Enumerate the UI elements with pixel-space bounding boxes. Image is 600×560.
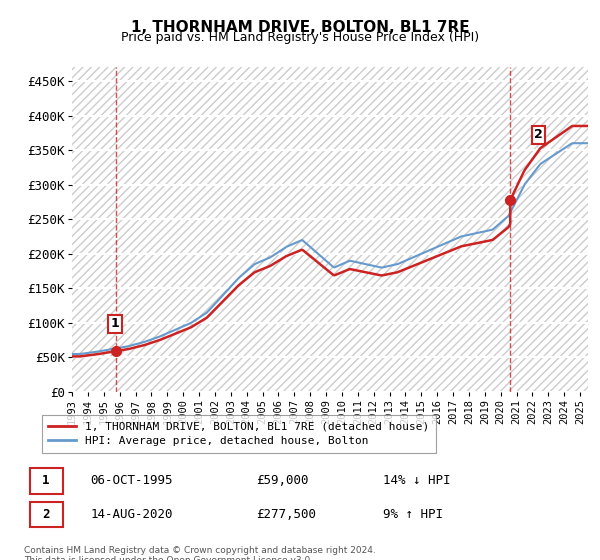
Text: 06-OCT-1995: 06-OCT-1995	[90, 474, 173, 487]
Text: 14-AUG-2020: 14-AUG-2020	[90, 508, 173, 521]
Text: 1: 1	[111, 317, 119, 330]
Text: £59,000: £59,000	[256, 474, 308, 487]
Text: 2: 2	[43, 508, 50, 521]
FancyBboxPatch shape	[29, 468, 62, 494]
Text: 2: 2	[534, 128, 543, 141]
Text: 14% ↓ HPI: 14% ↓ HPI	[383, 474, 450, 487]
Text: £277,500: £277,500	[256, 508, 316, 521]
Text: Contains HM Land Registry data © Crown copyright and database right 2024.
This d: Contains HM Land Registry data © Crown c…	[24, 546, 376, 560]
Text: Price paid vs. HM Land Registry's House Price Index (HPI): Price paid vs. HM Land Registry's House …	[121, 31, 479, 44]
Text: 9% ↑ HPI: 9% ↑ HPI	[383, 508, 443, 521]
FancyBboxPatch shape	[29, 502, 62, 528]
Legend: 1, THORNHAM DRIVE, BOLTON, BL1 7RE (detached house), HPI: Average price, detache: 1, THORNHAM DRIVE, BOLTON, BL1 7RE (deta…	[41, 415, 436, 453]
Text: 1: 1	[43, 474, 50, 487]
Text: 1, THORNHAM DRIVE, BOLTON, BL1 7RE: 1, THORNHAM DRIVE, BOLTON, BL1 7RE	[131, 20, 469, 35]
